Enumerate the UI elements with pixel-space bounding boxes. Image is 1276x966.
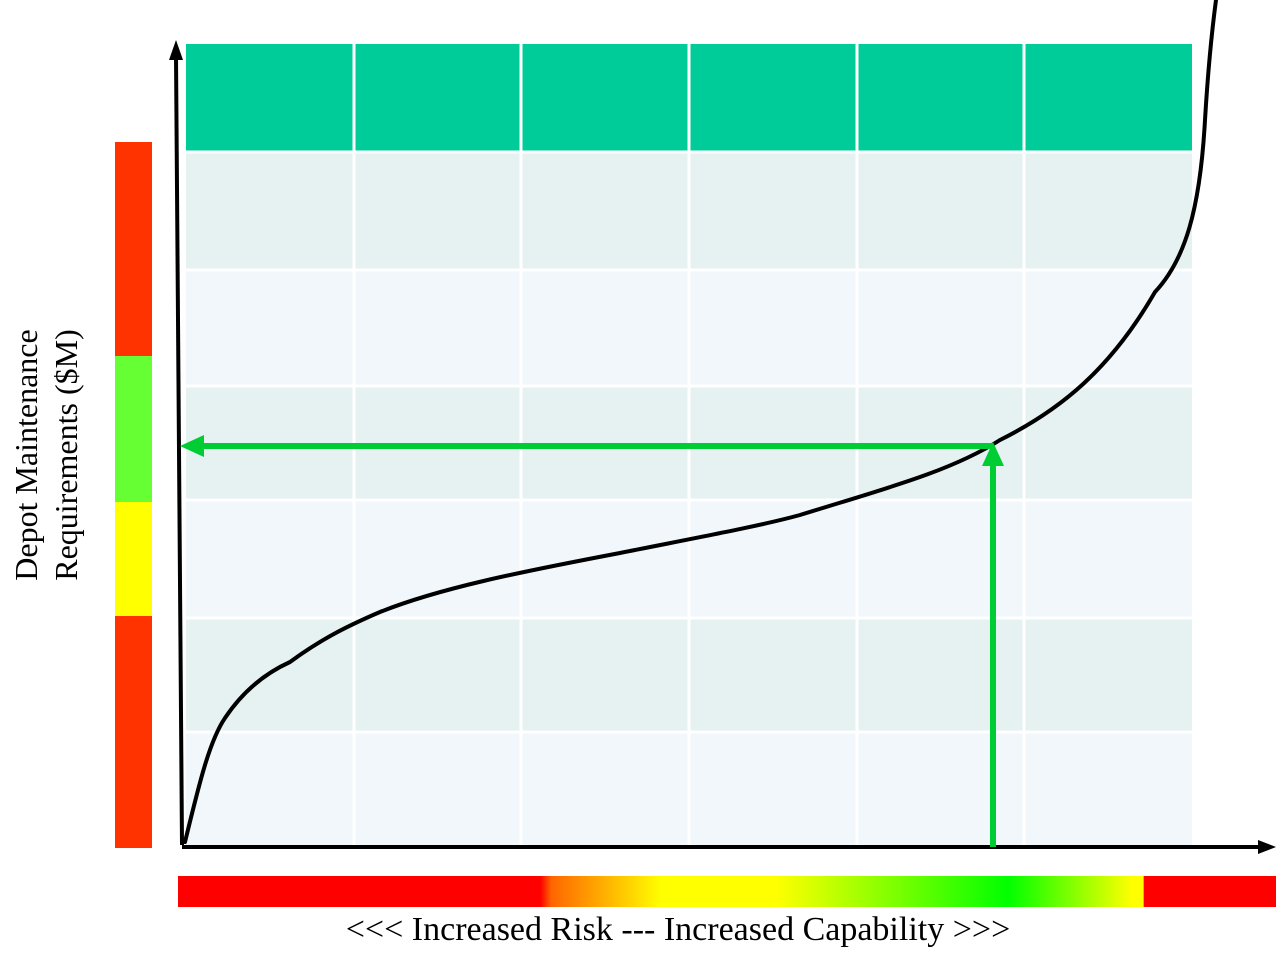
y-risk-color-bar	[115, 142, 152, 848]
axes	[169, 40, 1276, 854]
x-axis-label: <<< Increased Risk --- Increased Capabil…	[345, 911, 1011, 948]
y-axis-label-line1: Depot Maintenance	[8, 329, 44, 581]
requirements-curve	[183, 0, 1218, 844]
vertical-indicator-arrowhead	[982, 442, 1004, 466]
horizontal-indicator-arrowhead	[180, 435, 204, 457]
risk-segment-red	[115, 142, 152, 356]
x-risk-gradient-bar	[178, 876, 1276, 907]
y-axis	[174, 55, 184, 846]
indicator-arrows	[180, 435, 1004, 847]
y-axis-arrowhead	[169, 40, 183, 60]
x-axis-arrowhead	[1258, 840, 1276, 854]
risk-segment-green	[115, 356, 152, 502]
y-axis-label-line2: Requirements ($M)	[48, 329, 84, 581]
risk-segment-red	[115, 616, 152, 848]
risk-segment-yellow	[115, 502, 152, 616]
y-axis-label: Depot Maintenance Requirements ($M)	[6, 185, 106, 725]
